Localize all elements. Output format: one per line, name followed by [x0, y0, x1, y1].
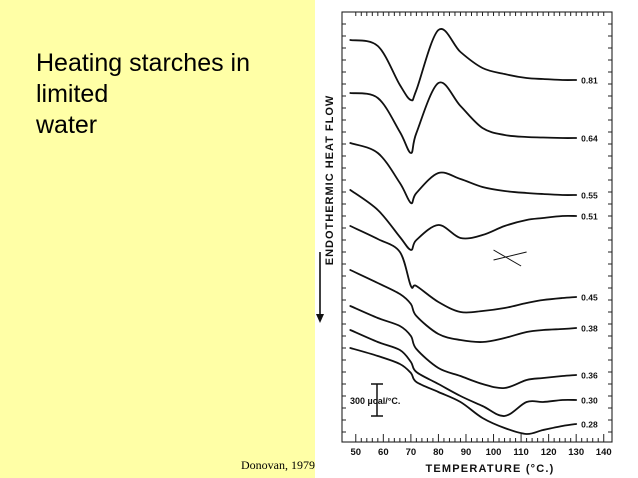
scale-bar: 300 µcal/°C.: [350, 383, 400, 417]
x-tick-label: 100: [486, 447, 502, 458]
y-axis-arrow-head: [316, 314, 324, 323]
curve-label: 0.28: [581, 420, 598, 430]
x-tick-label: 70: [406, 447, 417, 458]
curve-0-45: [349, 225, 578, 314]
curve-0-38: [349, 269, 578, 343]
curve-0-55: [349, 142, 578, 205]
slide-title: Heating starches in limited water: [36, 48, 306, 141]
baseline-construction-line: [493, 251, 527, 261]
x-axis-label: TEMPERATURE (°C.): [425, 463, 554, 475]
x-tick-label: 130: [568, 447, 584, 458]
curve-label: 0.30: [581, 396, 598, 406]
dsc-chart: ENDOTHERMIC HEAT FLOW 50 60 70 80 90 100 110 12…: [316, 11, 613, 475]
x-tick-label: 120: [541, 447, 557, 458]
chart-frame: [341, 11, 613, 443]
curve-0-81: [349, 27, 578, 102]
curve-0-64: [349, 81, 578, 154]
curve-0-30: [349, 329, 578, 417]
x-tick-label: 80: [433, 447, 444, 458]
slide-title-line-3: water: [36, 111, 98, 139]
slide-background: [0, 0, 315, 478]
slide-title-line-1: Heating starches in: [36, 49, 251, 77]
curve-label: 0.38: [581, 324, 598, 334]
baseline-construction-line: [493, 249, 522, 267]
x-tick-label: 110: [513, 447, 528, 458]
x-tick-label: 90: [461, 447, 472, 458]
dsc-curves: [349, 27, 578, 435]
scale-bar-label: 300 µcal/°C.: [350, 396, 400, 406]
curve-label: 0.64: [581, 134, 598, 144]
citation: Donovan, 1979: [241, 458, 315, 472]
x-axis-tick-labels: 50 60 70 80 90 100 110 120 130 140: [350, 447, 611, 458]
x-tick-label: 140: [596, 447, 612, 458]
curve-label: 0.36: [581, 371, 598, 381]
x-tick-label: 50: [350, 447, 361, 458]
curve-labels: 0.81 0.64 0.55 0.51 0.45 0.38 0.36 0.30 0.28: [581, 76, 598, 430]
curve-label: 0.45: [581, 293, 598, 303]
curve-label: 0.51: [581, 212, 598, 222]
curve-label: 0.55: [581, 191, 598, 201]
curve-label: 0.81: [581, 76, 598, 86]
curve-0-51: [349, 189, 578, 251]
y-axis-label: ENDOTHERMIC HEAT FLOW: [324, 95, 336, 266]
plot-border: [341, 11, 613, 443]
curve-0-28: [349, 347, 578, 435]
x-axis-ticks: [342, 12, 612, 442]
slide-title-line-2: limited: [36, 80, 109, 108]
y-axis-label-group: ENDOTHERMIC HEAT FLOW: [316, 95, 336, 323]
x-tick-label: 60: [378, 447, 389, 458]
curve-0-36: [349, 305, 578, 390]
